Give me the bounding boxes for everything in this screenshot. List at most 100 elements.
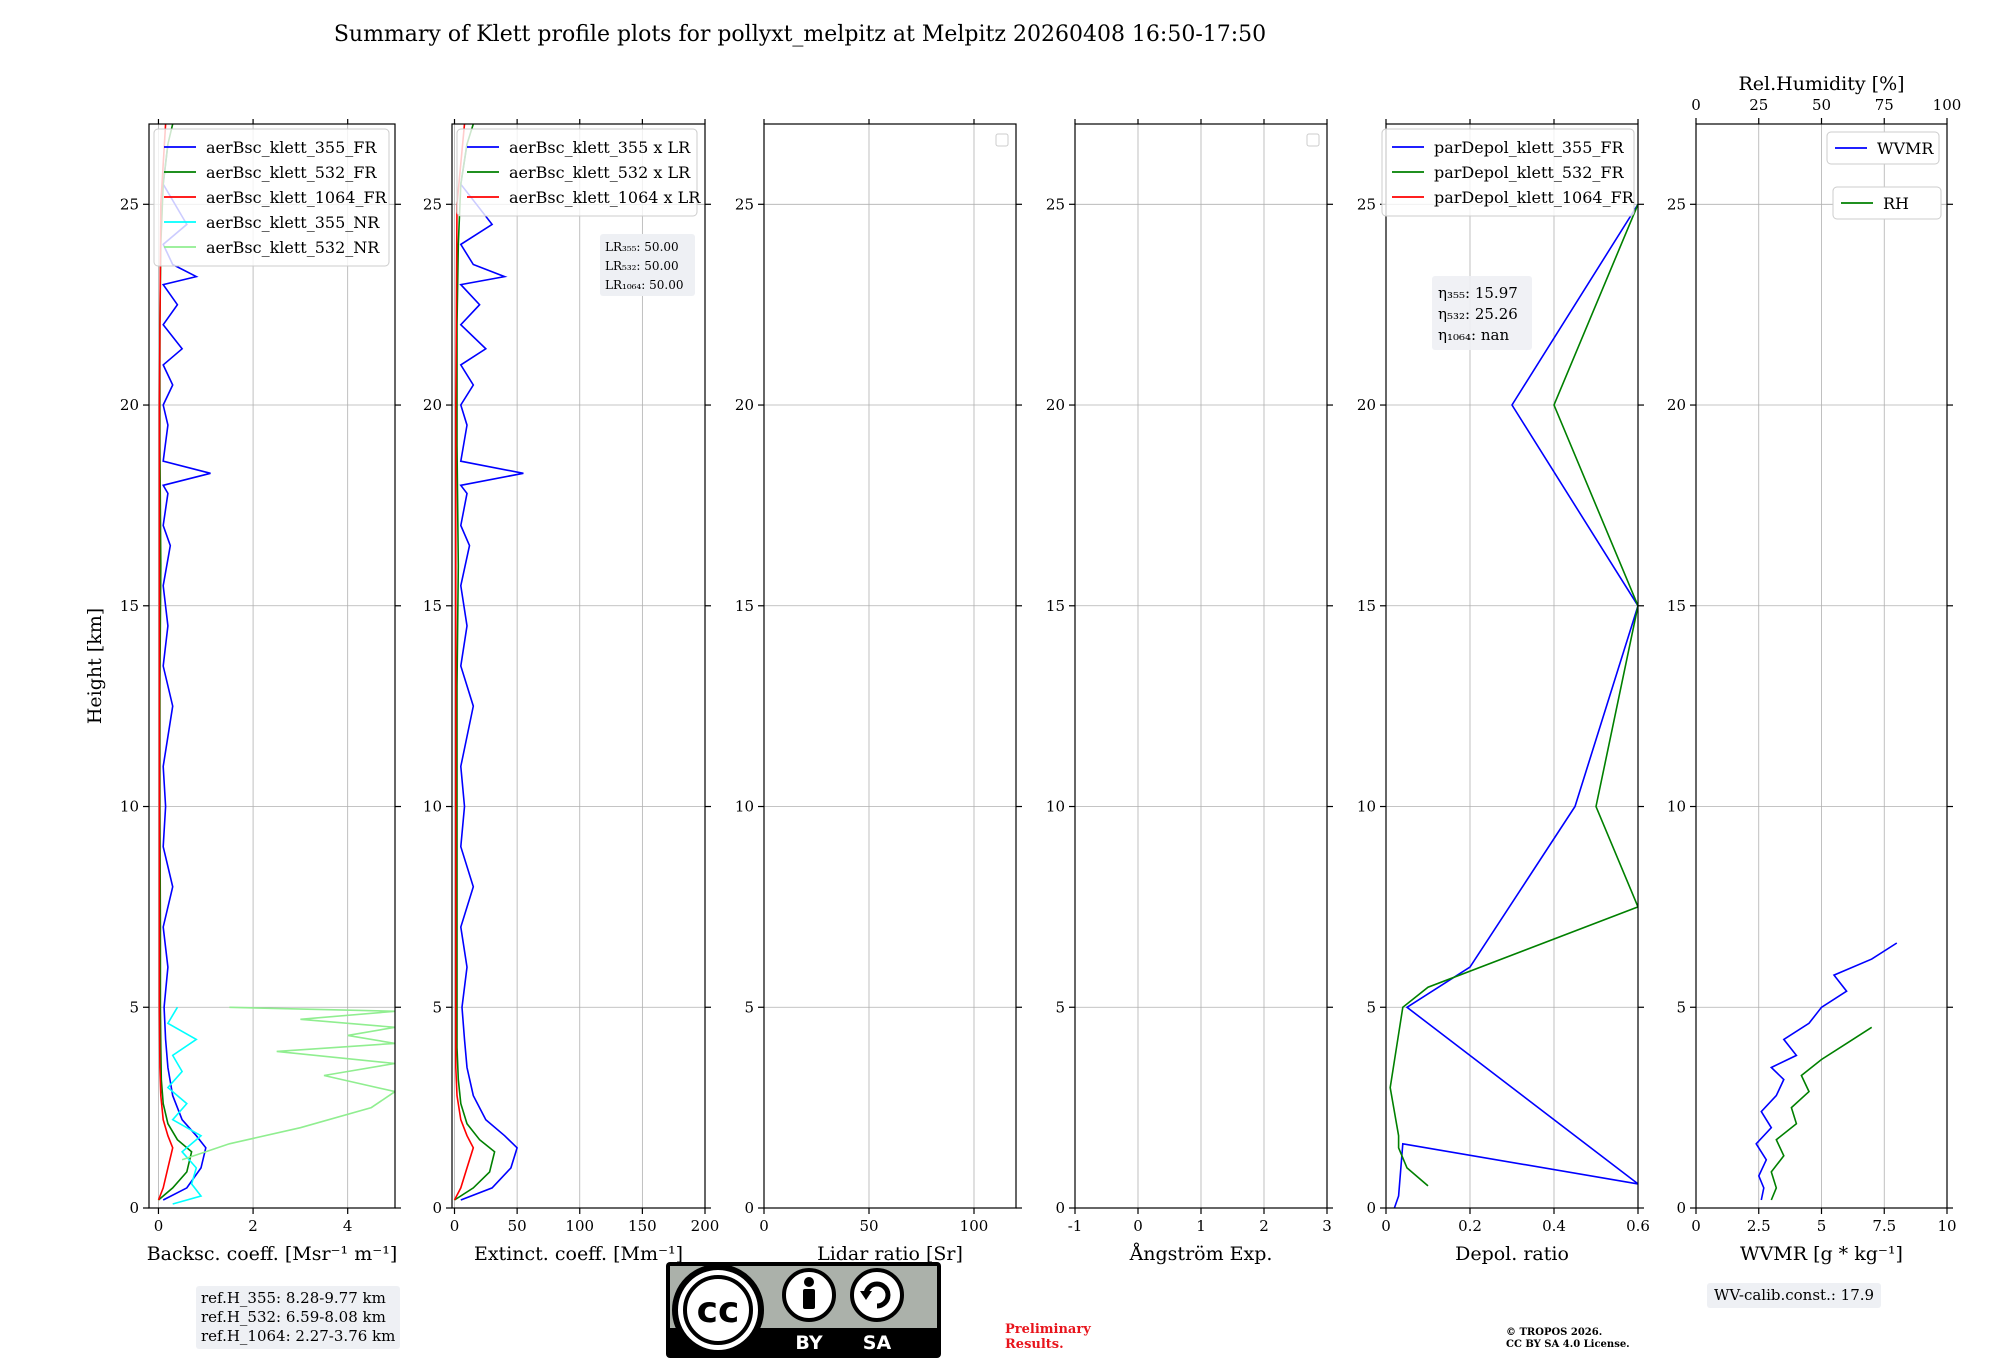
x-tick-label: 50 [859, 1217, 878, 1235]
empty-legend-box [1306, 133, 1320, 147]
series-group-wv [1755, 942, 1898, 1201]
sa-arrow-icon [863, 1281, 891, 1309]
legend-label: parDepol_klett_1064_FR [1434, 188, 1635, 207]
legend-box-depol [1381, 128, 1635, 217]
x-axis-label-ext: Extinct. coeff. [Mm⁻¹] [474, 1243, 683, 1265]
top-x-tick-label: 75 [1875, 96, 1894, 114]
panel-frame-bsc [148, 123, 396, 1209]
legend-box-bsc [153, 128, 390, 267]
lr-annotation-box [600, 234, 695, 296]
top-x-tick-label: 50 [1812, 96, 1831, 114]
x-axis-label-lr: Lidar ratio [Sr] [817, 1243, 963, 1265]
x-tick-label: 7.5 [1872, 1217, 1896, 1235]
lr-annotation: LR₃₅₅: 50.00 [605, 240, 679, 254]
y-tick-label: 25 [120, 195, 139, 213]
lr-annotation: LR₁₀₆₄: 50.00 [605, 278, 683, 292]
x-axis-label-ang: Ångström Exp. [1129, 1243, 1273, 1265]
y-tick-label: 10 [735, 798, 754, 816]
x-tick-label: 100 [565, 1217, 594, 1235]
x-tick-label: 150 [628, 1217, 657, 1235]
series-WVMR [1755, 942, 1898, 1201]
legend-box-ext [456, 128, 698, 217]
y-tick-label: 0 [1366, 1199, 1376, 1217]
series-group-bsc [157, 124, 395, 1205]
person-body-icon [803, 1289, 815, 1309]
person-head-icon [804, 1277, 814, 1287]
y-tick-label: 20 [120, 396, 139, 414]
x-tick-label: 0 [1381, 1217, 1391, 1235]
legend-box-WVMR [1826, 131, 1940, 165]
by-label: BY [795, 1332, 822, 1354]
y-axis-label: Height [km] [84, 608, 106, 724]
y-tick-label: 5 [1676, 998, 1686, 1016]
copyright-line-2: CC BY SA 4.0 License. [1506, 1339, 1630, 1350]
panel-frame-ext [451, 123, 706, 1209]
y-tick-label: 20 [1667, 396, 1686, 414]
panel-wv: 0 5 10 15 20 25 0 2.5 5 7.5 10 WVMR [g * kg⁻¹] 0 25 50… [1667, 73, 1961, 1265]
panel-frame-lr [763, 123, 1017, 1209]
x-tick-label: 200 [691, 1217, 720, 1235]
copyright-note: © TROPOS 2026. CC BY SA 4.0 License. [1506, 1327, 1630, 1351]
y-tick-label: 0 [1055, 1199, 1065, 1217]
legend-label: parDepol_klett_532_FR [1434, 163, 1625, 182]
ref-height-1064: ref.H_1064: 2.27-3.76 km [201, 1327, 396, 1345]
empty-legend-box [995, 133, 1009, 147]
y-tick-label: 10 [1667, 798, 1686, 816]
x-tick-label: 0 [759, 1217, 769, 1235]
y-tick-label: 5 [1055, 998, 1065, 1016]
series-aerBsc_klett_1064 x LR [453, 124, 475, 1201]
legend-label: aerBsc_klett_355_NR [206, 213, 380, 232]
legend-label: aerBsc_klett_532 x LR [509, 163, 691, 182]
series-aerBsc_klett_355 x LR [459, 143, 524, 1201]
y-tick-label: 0 [432, 1199, 442, 1217]
legend-label: aerBsc_klett_532_NR [206, 238, 380, 257]
y-tick-label: 15 [735, 597, 754, 615]
y-tick-label: 25 [423, 195, 442, 213]
y-tick-label: 25 [1357, 195, 1376, 213]
x-tick-label: -1 [1068, 1217, 1083, 1235]
x-tick-label: 0 [1691, 1217, 1701, 1235]
y-tick-label: 25 [1046, 195, 1065, 213]
eta-annotation: η₅₃₂: 25.26 [1438, 305, 1518, 323]
x-tick-label: 2 [248, 1217, 258, 1235]
top-axis-label: Rel.Humidity [%] [1738, 73, 1904, 95]
x-tick-label: 100 [960, 1217, 989, 1235]
x-tick-label: 3 [1322, 1217, 1332, 1235]
x-tick-label: 0.6 [1626, 1217, 1650, 1235]
cc-letters: cc [697, 1290, 740, 1331]
y-tick-label: 0 [1676, 1199, 1686, 1217]
y-tick-label: 15 [1357, 597, 1376, 615]
x-tick-label: 0.2 [1458, 1217, 1482, 1235]
panel-lr: 0 5 10 15 20 25 0 50 100 Lidar ratio [Sr] [735, 119, 1022, 1265]
series-aerBsc_klett_1064_FR [157, 124, 174, 1201]
ref-height-355: ref.H_355: 8.28-9.77 km [201, 1289, 386, 1307]
legend-label: parDepol_klett_355_FR [1434, 138, 1625, 157]
ref-height-532: ref.H_532: 6.59-8.08 km [201, 1308, 386, 1326]
x-tick-label: 1 [1196, 1217, 1206, 1235]
y-tick-label: 10 [423, 798, 442, 816]
x-tick-label: 0 [1133, 1217, 1143, 1235]
legend-label: aerBsc_klett_1064 x LR [509, 188, 701, 207]
x-tick-label: 2.5 [1747, 1217, 1771, 1235]
preliminary-note: Preliminary Results. [1005, 1322, 1091, 1352]
y-tick-label: 0 [129, 1199, 139, 1217]
legend-label: aerBsc_klett_355 x LR [509, 138, 691, 157]
y-tick-label: 10 [120, 798, 139, 816]
top-x-tick-label: 25 [1749, 96, 1768, 114]
figure-title: Summary of Klett profile plots for polly… [333, 22, 1267, 47]
series-group-depol [1389, 203, 1638, 1208]
legend-label: aerBsc_klett_532_FR [206, 163, 377, 182]
y-tick-label: 20 [423, 396, 442, 414]
x-tick-label: 0.4 [1542, 1217, 1566, 1235]
wv-calib-box: WV-calib.const.: 17.9 [1707, 1283, 1882, 1308]
eta-annotation: η₃₅₅: 15.97 [1438, 284, 1518, 302]
x-tick-label: 0 [450, 1217, 460, 1235]
series-aerBsc_klett_532 x LR [454, 124, 496, 1201]
sa-share-icon [850, 1268, 904, 1322]
lr-annotation: LR₅₃₂: 50.00 [605, 259, 679, 273]
sa-label: SA [863, 1332, 892, 1354]
series-aerBsc_klett_355_FR [161, 144, 211, 1201]
preliminary-line-2: Results. [1005, 1337, 1064, 1352]
y-tick-label: 15 [120, 597, 139, 615]
